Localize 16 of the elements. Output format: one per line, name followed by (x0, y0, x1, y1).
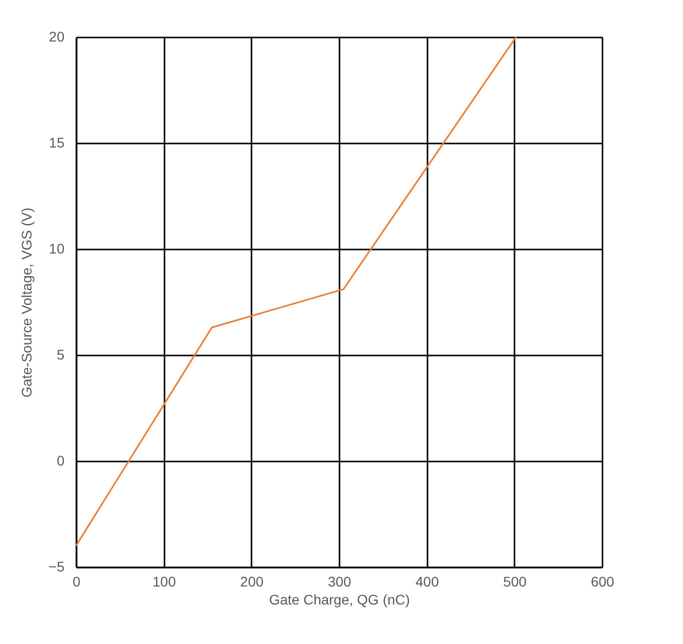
x-tick-label: 600 (590, 574, 614, 590)
y-tick-label: 0 (56, 452, 65, 468)
x-tick-label: 200 (240, 574, 264, 590)
y-tick-label: 15 (48, 134, 65, 150)
y-tick-label: −5 (48, 558, 65, 574)
y-tick-label: 20 (48, 28, 65, 44)
line-series (75, 36, 517, 547)
y-axis-title: Gate-Source Voltage, VGS (V) (18, 208, 35, 398)
x-axis-title: Gate Charge, QG (nC) (269, 592, 410, 608)
x-tick-label: 500 (503, 574, 527, 590)
x-tick-label: 400 (415, 574, 440, 590)
x-tick-label: 0 (72, 574, 81, 590)
x-tick-label: 300 (328, 574, 352, 590)
x-tick-label: 100 (152, 574, 176, 590)
y-tick-label: 5 (56, 346, 65, 362)
y-tick-label: 10 (48, 240, 65, 256)
